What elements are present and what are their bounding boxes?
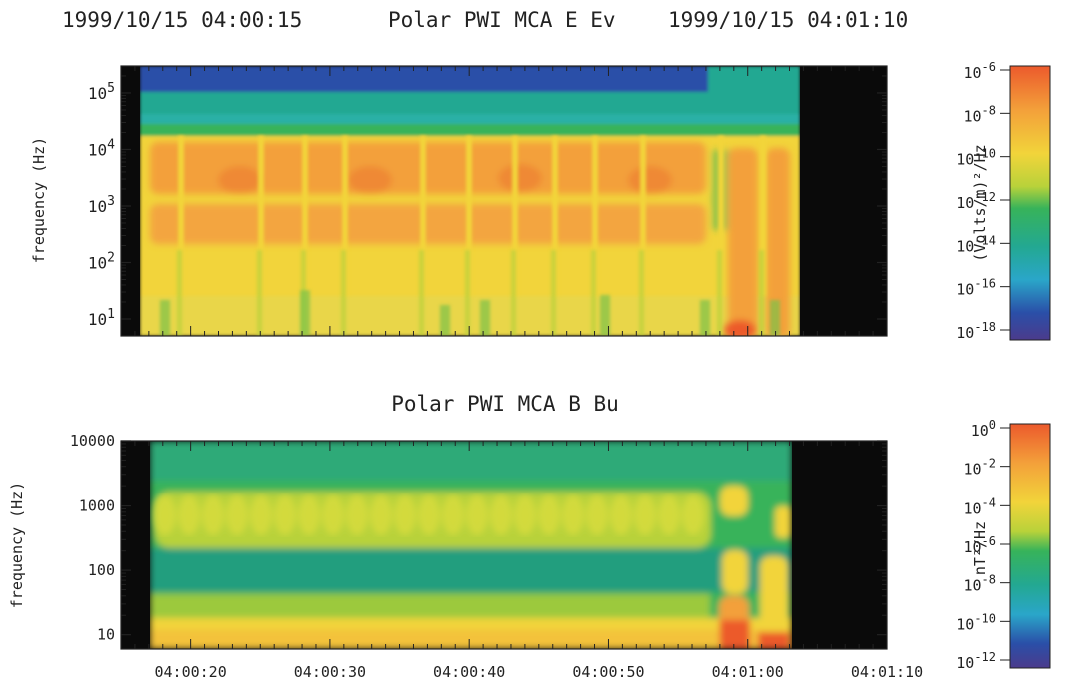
panel2-ylabel: frequency (Hz)	[8, 482, 26, 608]
panel1-ylabel: frequency (Hz)	[30, 137, 48, 263]
panel2-b-bu: Polar PWI MCA B Bu	[8, 392, 923, 681]
panel2-heatmap	[121, 441, 887, 649]
panel1-data-gaps	[160, 136, 780, 336]
colorbar-b-tick-label-3: 10-6	[963, 534, 996, 556]
panel1-title: Polar PWI MCA E Ev	[388, 8, 616, 32]
colorbar-b-tick-label-4: 10-8	[963, 573, 996, 595]
colorbar-e-tick-label-2: 10-10	[956, 147, 996, 169]
colorbar-e-tick-label-4: 10-14	[956, 233, 996, 255]
colorbar-e-tick-label-6: 10-18	[956, 320, 996, 342]
panel2-no-data-left	[121, 441, 150, 649]
panel2-ytick-label-1: 100	[88, 561, 115, 579]
x-tick-label-5: 04:01:10	[851, 663, 923, 681]
colorbar-e-label: (Volts/m)²/Hz	[971, 144, 989, 261]
panel2-ytick-label-2: 1000	[79, 497, 115, 515]
panel2-frame	[120, 440, 888, 650]
start-time-label: 1999/10/15 04:00:15	[62, 8, 303, 32]
colorbar-b-tick-label-1: 10-2	[963, 457, 996, 479]
panel1-y-ticks: 101 102 103 104 105	[88, 65, 887, 329]
colorbar-b: 100 10-2 10-4 10-6 10-8 10-10 10-12 nT²/Hz	[956, 418, 1051, 672]
colorbar-b-label: nT²/Hz	[971, 521, 989, 575]
panel1-x-ticks	[120, 66, 888, 336]
colorbar-e-tick-label-1: 10-8	[963, 103, 996, 125]
panel2-band-modulation	[154, 495, 704, 535]
panel1-ytick-label-2: 103	[88, 194, 115, 216]
x-tick-label-3: 04:00:50	[572, 663, 644, 681]
colorbar-b-tick-label-5: 10-10	[956, 611, 996, 633]
x-tick-label-2: 04:00:40	[433, 663, 505, 681]
panel1-ytick-label-3: 104	[88, 137, 115, 159]
panel2-no-data	[792, 441, 887, 649]
panel1-no-data-left	[121, 66, 140, 336]
panel1-e-ev: 101 102 103 104 105 frequency (Hz)	[30, 65, 888, 337]
panel2-ytick-label-0: 10	[97, 626, 115, 644]
x-tick-label-1: 04:00:30	[294, 663, 366, 681]
panel1-heatmap	[121, 66, 887, 336]
colorbar-b-tick-label-0: 100	[971, 418, 996, 440]
panel1-no-data	[800, 66, 887, 336]
panel1-ytick-label-1: 102	[88, 250, 115, 272]
end-time-label: 1999/10/15 04:01:10	[668, 8, 909, 32]
panel2-x-ticks: 04:00:20 04:00:30 04:00:40 04:00:50 04:01:00…	[120, 441, 923, 681]
colorbar-b-tick-label-6: 10-12	[956, 650, 996, 672]
colorbar-b-tick-label-2: 10-4	[963, 495, 996, 517]
panel2-title: Polar PWI MCA B Bu	[391, 392, 619, 416]
colorbar-e-tick-label-0: 10-6	[963, 60, 996, 82]
panel1-ytick-label-0: 101	[88, 307, 115, 329]
colorbar-e: 10-6 10-8 10-10 10-12 10-14 10-16 10-18 (Volts…	[956, 60, 1051, 342]
x-tick-label-4: 04:01:00	[712, 663, 784, 681]
panel1-ytick-label-4: 105	[88, 81, 115, 103]
x-tick-label-0: 04:00:20	[155, 663, 227, 681]
panel1-frame	[120, 65, 888, 337]
colorbar-e-tick-label-3: 10-12	[956, 190, 996, 212]
colorbar-e-tick-label-5: 10-16	[956, 277, 996, 299]
panel2-ytick-label-3: 10000	[70, 432, 115, 450]
panel2-y-ticks: 10 100 1000 10000	[70, 432, 887, 644]
